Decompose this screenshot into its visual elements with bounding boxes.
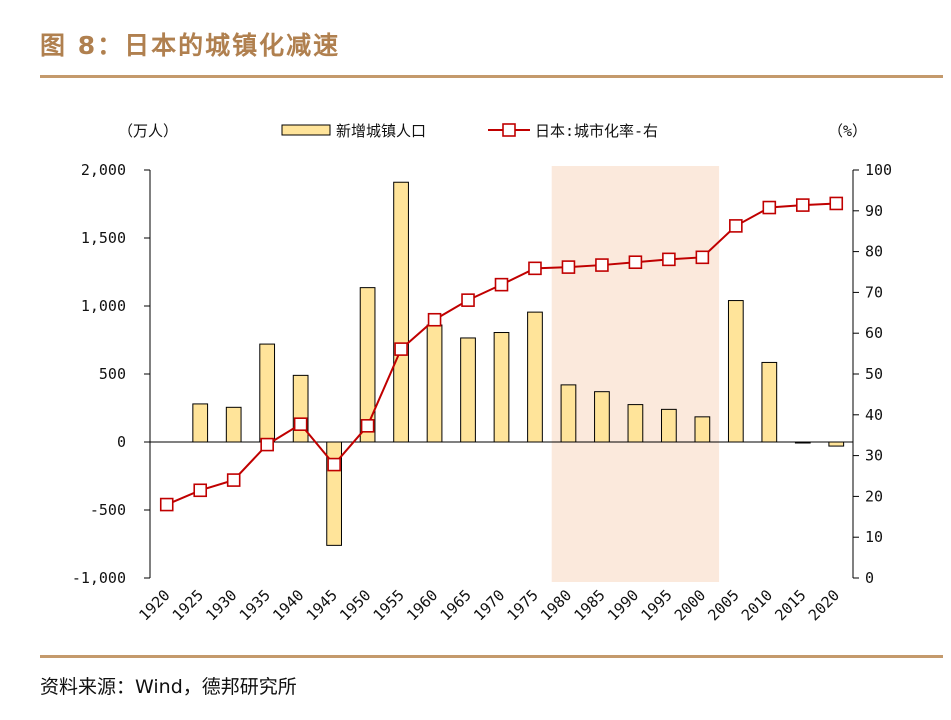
source-divider bbox=[40, 655, 943, 658]
bars-layer bbox=[192, 181, 845, 546]
right-tick-label: 70 bbox=[865, 283, 883, 301]
right-tick-label: 90 bbox=[865, 202, 883, 220]
bar-1930 bbox=[225, 406, 242, 443]
line-marker-1925 bbox=[193, 483, 208, 498]
x-tick-label: 1920 bbox=[135, 586, 173, 624]
line-marker-2010 bbox=[762, 200, 777, 215]
right-axis-unit: （%） bbox=[828, 122, 867, 140]
bar-2010 bbox=[761, 361, 778, 443]
x-tick-label: 1965 bbox=[437, 586, 475, 624]
x-tick-label: 1940 bbox=[269, 586, 307, 624]
bar-2000 bbox=[694, 416, 711, 443]
line-marker-1955 bbox=[394, 342, 408, 356]
left-tick-label: 1,000 bbox=[81, 297, 126, 315]
line-marker-1965 bbox=[461, 293, 475, 307]
source-note: 资料来源：Wind，德邦研究所 bbox=[40, 676, 297, 698]
title-divider bbox=[40, 75, 943, 78]
line-marker-1960 bbox=[427, 312, 442, 327]
right-tick-label: 0 bbox=[865, 569, 874, 587]
bar-1940 bbox=[292, 374, 309, 443]
bar-2005 bbox=[727, 300, 744, 443]
left-tick-label: 0 bbox=[117, 433, 126, 451]
x-tick-label: 2005 bbox=[704, 586, 742, 624]
x-tick-label: 2020 bbox=[805, 586, 843, 624]
line-marker-1985 bbox=[595, 258, 609, 272]
x-tick-label: 1955 bbox=[370, 586, 408, 624]
right-tick-label: 60 bbox=[865, 324, 883, 342]
line-marker-1950 bbox=[360, 419, 375, 433]
bar-1995 bbox=[661, 408, 677, 443]
line-marker-1990 bbox=[628, 255, 643, 270]
right-tick-label: 50 bbox=[865, 365, 883, 383]
x-tick-label: 1980 bbox=[537, 586, 575, 624]
bar-1970 bbox=[493, 332, 510, 443]
figure-title: 图 8：日本的城镇化减速 bbox=[40, 31, 341, 60]
left-tick-label: 1,500 bbox=[81, 229, 126, 247]
x-tick-label: 1975 bbox=[504, 586, 542, 624]
x-tick-label: 1960 bbox=[403, 586, 441, 624]
legend-line-label: 日本:城市化率-右 bbox=[535, 122, 658, 140]
line-layer bbox=[159, 196, 844, 512]
line-marker-2005 bbox=[729, 219, 743, 233]
line-marker-1970 bbox=[494, 277, 509, 292]
bar-1950 bbox=[359, 287, 376, 443]
x-tick-label: 2010 bbox=[738, 586, 776, 624]
left-tick-label: 2,000 bbox=[81, 161, 126, 179]
line-marker-1945 bbox=[327, 457, 341, 472]
bar-1965 bbox=[460, 337, 476, 443]
x-tick-label: 1925 bbox=[169, 586, 207, 624]
right-tick-label: 10 bbox=[865, 528, 883, 546]
line-marker-1930 bbox=[226, 473, 241, 487]
right-tick-label: 30 bbox=[865, 447, 883, 465]
line-marker-2020 bbox=[829, 196, 844, 211]
line-marker-2000 bbox=[695, 250, 710, 265]
right-tick-label: 40 bbox=[865, 406, 883, 424]
legend-layer: 新增城镇人口 日本:城市化率-右 bbox=[281, 122, 658, 140]
line-marker-1920 bbox=[159, 497, 174, 512]
x-tick-label: 2015 bbox=[771, 586, 809, 624]
left-tick-label: -1,000 bbox=[72, 569, 126, 587]
x-tick-label: 1950 bbox=[336, 586, 374, 624]
bar-2020 bbox=[828, 441, 845, 447]
legend-bar-swatch bbox=[281, 124, 331, 136]
x-tick-label: 1970 bbox=[470, 586, 508, 624]
right-tick-label: 100 bbox=[865, 161, 892, 179]
bar-1935 bbox=[259, 343, 276, 443]
legend-bar-label: 新增城镇人口 bbox=[336, 122, 426, 140]
highlight-band bbox=[551, 166, 720, 582]
x-tick-label: 1930 bbox=[202, 586, 240, 624]
highlight-layer bbox=[551, 166, 720, 582]
x-tick-label: 1985 bbox=[570, 586, 608, 624]
right-tick-label: 80 bbox=[865, 243, 883, 261]
bar-1955 bbox=[393, 181, 409, 443]
bar-1960 bbox=[426, 324, 443, 443]
left-tick-label: -500 bbox=[90, 501, 126, 519]
line-marker-2015 bbox=[795, 198, 810, 212]
x-tick-label: 1995 bbox=[637, 586, 675, 624]
bar-1990 bbox=[627, 404, 644, 443]
x-tick-label: 1945 bbox=[303, 586, 341, 624]
bar-1925 bbox=[192, 403, 209, 443]
line-marker-1995 bbox=[662, 252, 676, 267]
line-marker-1975 bbox=[528, 261, 542, 276]
left-tick-label: 500 bbox=[99, 365, 126, 383]
left-axis-unit: （万人） bbox=[118, 122, 178, 140]
line-marker-1940 bbox=[293, 417, 308, 431]
x-tick-label: 1935 bbox=[236, 586, 274, 624]
right-tick-label: 20 bbox=[865, 487, 883, 505]
line-marker-1980 bbox=[561, 260, 576, 274]
bar-1985 bbox=[594, 391, 610, 443]
bar-1975 bbox=[527, 311, 543, 443]
line-marker-1935 bbox=[260, 437, 274, 452]
x-tick-label: 1990 bbox=[604, 586, 642, 624]
legend-line-marker bbox=[502, 123, 516, 137]
bar-1980 bbox=[560, 384, 577, 443]
x-tick-label: 2000 bbox=[671, 586, 709, 624]
